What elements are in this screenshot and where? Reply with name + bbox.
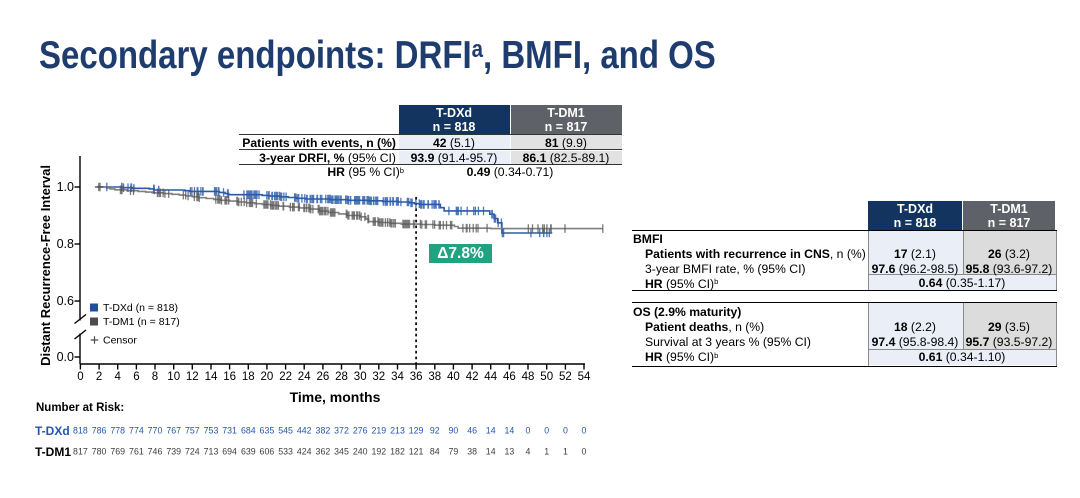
svg-text:Censor: Censor [103,335,137,347]
svg-text:18: 18 [242,371,255,383]
svg-text:0: 0 [526,426,531,436]
svg-text:739: 739 [166,447,181,457]
svg-text:182: 182 [390,447,405,457]
svg-text:79: 79 [449,447,459,457]
svg-text:778: 778 [110,426,125,436]
svg-text:774: 774 [129,426,144,436]
svg-text:121: 121 [409,447,424,457]
svg-text:533: 533 [278,447,293,457]
svg-text:724: 724 [185,447,200,457]
svg-text:48: 48 [522,371,535,383]
svg-text:0.8: 0.8 [57,237,74,251]
svg-text:4: 4 [526,447,531,457]
svg-text:0: 0 [582,447,587,457]
svg-text:129: 129 [409,426,424,436]
svg-text:32: 32 [372,371,385,383]
svg-text:753: 753 [204,426,219,436]
svg-text:0: 0 [582,426,587,436]
svg-text:8: 8 [152,371,158,383]
svg-text:219: 219 [371,426,386,436]
svg-text:639: 639 [241,447,256,457]
svg-text:276: 276 [353,426,368,436]
svg-text:2: 2 [96,371,102,383]
svg-text:0.0: 0.0 [57,350,74,364]
svg-text:6: 6 [133,371,139,383]
svg-text:1: 1 [544,447,549,457]
svg-text:345: 345 [334,447,349,457]
svg-text:14: 14 [505,426,515,436]
svg-text:28: 28 [335,371,348,383]
svg-text:757: 757 [185,426,200,436]
svg-text:424: 424 [297,447,312,457]
svg-text:1.0: 1.0 [57,180,74,194]
svg-text:780: 780 [92,447,107,457]
svg-text:22: 22 [279,371,292,383]
svg-text:42: 42 [466,371,479,383]
svg-text:34: 34 [391,371,404,383]
svg-text:372: 372 [334,426,349,436]
svg-text:44: 44 [484,371,497,383]
svg-text:50: 50 [540,371,553,383]
svg-text:192: 192 [371,447,386,457]
svg-text:0.6: 0.6 [57,294,74,308]
svg-text:40: 40 [447,371,460,383]
svg-text:T-DXd (n = 818): T-DXd (n = 818) [103,302,178,314]
svg-text:817: 817 [73,447,88,457]
svg-text:36: 36 [410,371,423,383]
svg-text:382: 382 [316,426,331,436]
svg-text:92: 92 [430,426,440,436]
svg-text:769: 769 [110,447,125,457]
svg-text:746: 746 [148,447,163,457]
svg-text:24: 24 [298,371,311,383]
svg-text:54: 54 [578,371,591,383]
svg-text:10: 10 [167,371,180,383]
svg-text:767: 767 [166,426,181,436]
svg-text:684: 684 [241,426,256,436]
svg-text:713: 713 [204,447,219,457]
svg-text:0: 0 [77,371,83,383]
svg-text:1: 1 [563,447,568,457]
svg-text:14: 14 [486,447,496,457]
svg-text:635: 635 [260,426,275,436]
svg-text:770: 770 [148,426,163,436]
svg-text:14: 14 [486,426,496,436]
svg-text:14: 14 [205,371,218,383]
svg-text:606: 606 [260,447,275,457]
svg-text:Distant Recurrence-Free Interv: Distant Recurrence-Free Interval [38,165,53,366]
svg-text:38: 38 [428,371,441,383]
svg-text:4: 4 [114,371,121,383]
svg-text:20: 20 [261,371,274,383]
svg-text:442: 442 [297,426,312,436]
svg-text:0: 0 [563,426,568,436]
svg-text:46: 46 [467,426,477,436]
svg-text:52: 52 [559,371,572,383]
svg-text:240: 240 [353,447,368,457]
svg-text:90: 90 [449,426,459,436]
svg-text:694: 694 [222,447,237,457]
svg-text:818: 818 [73,426,88,436]
svg-text:545: 545 [278,426,293,436]
svg-text:38: 38 [467,447,477,457]
svg-text:84: 84 [430,447,440,457]
svg-text:786: 786 [92,426,107,436]
svg-text:30: 30 [354,371,367,383]
svg-text:213: 213 [390,426,405,436]
svg-text:761: 761 [129,447,144,457]
svg-text:731: 731 [222,426,237,436]
svg-text:0: 0 [544,426,549,436]
svg-text:T-DM1 (n = 817): T-DM1 (n = 817) [103,316,180,328]
svg-text:12: 12 [186,371,199,383]
svg-text:13: 13 [505,447,515,457]
svg-text:362: 362 [316,447,331,457]
svg-text:46: 46 [503,371,516,383]
svg-text:26: 26 [317,371,330,383]
svg-text:16: 16 [223,371,236,383]
